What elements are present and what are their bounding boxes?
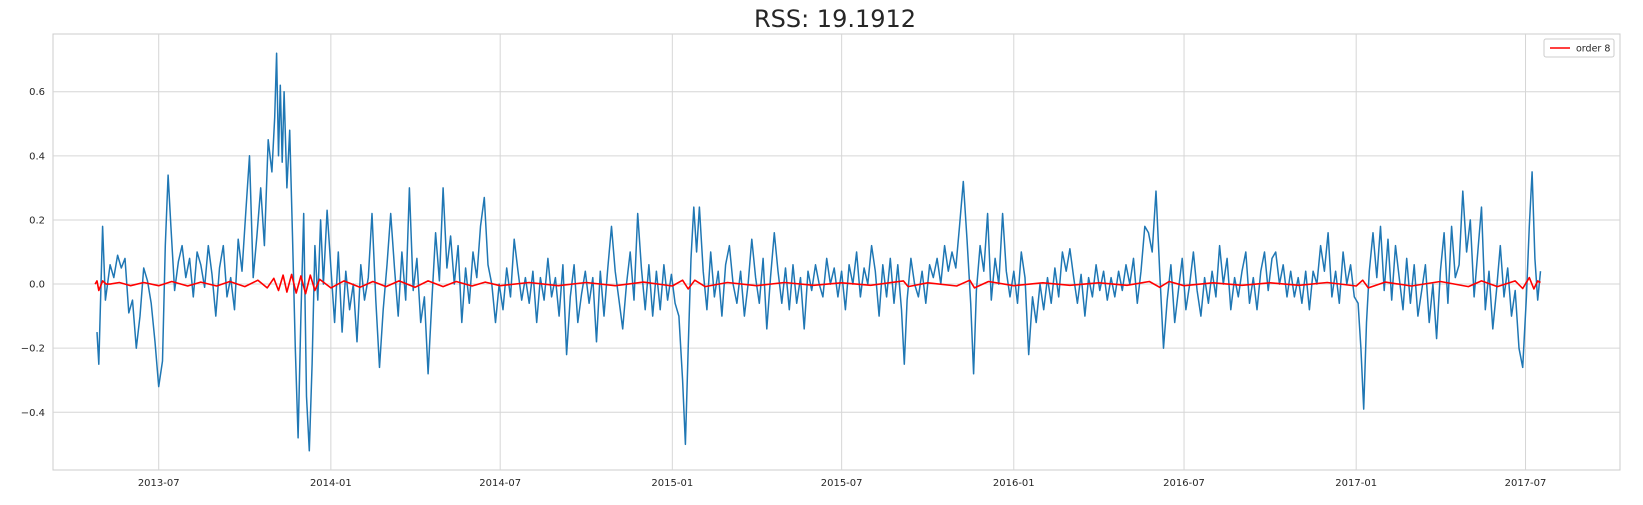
x-tick-label: 2014-07 (479, 478, 521, 489)
y-tick-label: −0.4 (21, 408, 45, 419)
x-tick-label: 2013-07 (138, 478, 180, 489)
legend-label: order 8 (1576, 44, 1610, 55)
x-tick-label: 2017-07 (1505, 478, 1547, 489)
x-tick-label: 2016-07 (1163, 478, 1205, 489)
x-tick-label: 2015-07 (821, 478, 863, 489)
y-tick-label: −0.2 (21, 344, 45, 355)
y-tick-label: 0.6 (29, 87, 45, 98)
x-tick-label: 2014-01 (310, 478, 352, 489)
tick-labels: 2013-07 2014-01 2014-07 2015-01 2015-07 2016-… (21, 87, 1547, 489)
legend: order 8 (1543, 38, 1615, 58)
series-line-blue (96, 52, 1542, 452)
x-tick-label: 2016-01 (993, 478, 1035, 489)
y-tick-label: 0.0 (29, 280, 45, 291)
grid (53, 34, 1620, 470)
plot-frame (52, 33, 1621, 471)
x-tick-label: 2017-01 (1335, 478, 1377, 489)
x-tick-label: 2015-01 (651, 478, 693, 489)
legend-box (1543, 38, 1615, 58)
y-tick-label: 0.2 (29, 215, 45, 226)
series-lines (94, 52, 1542, 452)
chart-title: RSS: 19.1912 (754, 5, 916, 33)
y-tick-label: 0.4 (29, 151, 45, 162)
series-line-order-8 (94, 273, 1541, 295)
